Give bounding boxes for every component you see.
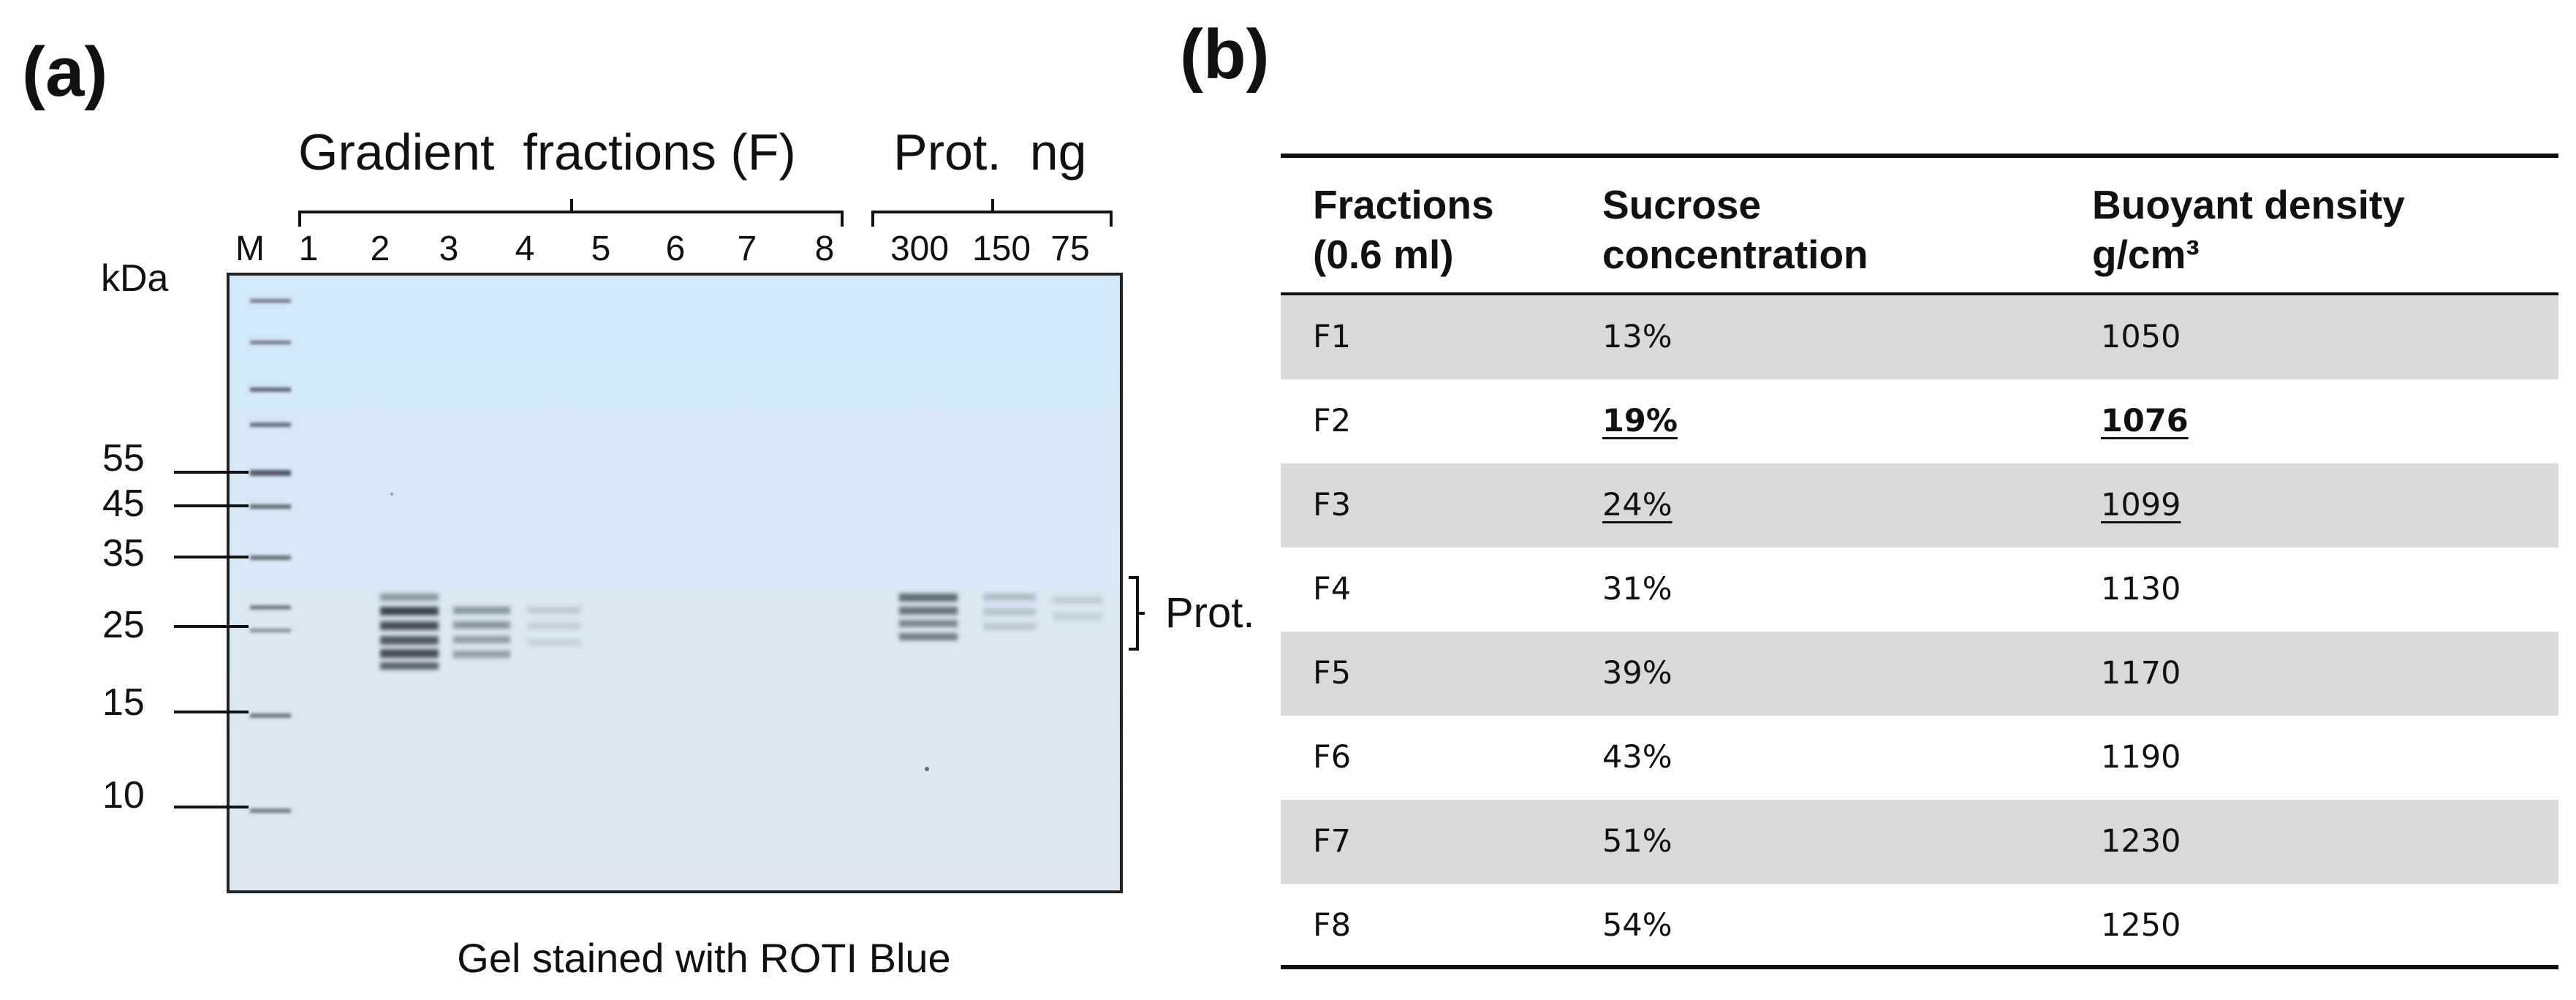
gel-image [227,273,1123,893]
table-bottom-rule [1281,965,2558,969]
sucrose-cell: 54% [1602,907,1672,944]
table-row: F7 51% 1230 [1281,800,2558,884]
sucrose-cell: 13% [1602,319,1672,355]
lane-label-3: 3 [439,230,459,268]
header-sucrose-line1: Sucrose [1602,182,1762,227]
marker-label-25: 25 [102,604,145,646]
header-fractions: Fractions (0.6 ml) [1313,180,1494,279]
fraction-cell: F6 [1313,739,1352,776]
header-buoyant-density: Buoyant density g/cm³ [2092,180,2405,279]
gradient-fractions-header: Gradient fractions (F) [298,124,796,181]
lane-label-4: 4 [515,230,535,268]
table-row: F2 19% 1076 [1281,379,2558,463]
density-cell: 1076 [2101,403,2189,439]
gel-caption: Gel stained with ROTI Blue [457,935,950,981]
lane-label-8: 8 [815,230,835,268]
lane-label-5: 5 [591,230,611,268]
fraction-cell: F7 [1313,823,1352,860]
sucrose-cell: 31% [1602,571,1672,607]
table-top-rule [1281,154,2558,158]
table-row: F6 43% 1190 [1281,716,2558,800]
gel-speck [925,767,929,771]
marker-label-10: 10 [102,774,145,817]
table-row: F8 54% 1250 [1281,884,2558,968]
gel-speck [390,493,393,496]
marker-leader-lines [174,471,249,808]
header-density-line1: Buoyant density [2092,182,2405,227]
table-header: Fractions (0.6 ml) Sucrose concentration… [1281,158,2558,292]
table-row: F5 39% 1170 [1281,632,2558,716]
marker-ladder [250,299,291,813]
density-cell: 1190 [2101,739,2181,776]
lane-2-bands [380,594,439,670]
lane-3-bands [453,607,510,658]
sucrose-cell: 19% [1602,403,1678,439]
header-sucrose-line2: concentration [1602,232,1868,277]
header-density-line2: g/cm³ [2092,232,2200,277]
lane-4-bands [528,607,580,645]
protein-ng-header: Prot. ng [893,124,1087,181]
lane-75ng-bands [1053,596,1102,620]
lane-label-300: 300 [890,230,949,268]
table-header-rule [1281,292,2558,295]
lane-label-7: 7 [738,230,757,268]
lane-label-150: 150 [972,230,1031,268]
lane-label-1: 1 [299,230,319,268]
table-row: F4 31% 1130 [1281,548,2558,632]
table-row: F1 13% 1050 [1281,295,2558,379]
prot-bracket [1129,576,1145,651]
lane-label-m: M [235,230,265,268]
density-cell: 1050 [2101,319,2181,355]
header-fractions-line2: (0.6 ml) [1313,232,1454,277]
table-row: F3 24% 1099 [1281,463,2558,548]
sucrose-cell: 39% [1602,655,1672,692]
gel-figure: Gradient fractions (F) Prot. ng M 1 2 3 … [101,124,1255,981]
density-cell: 1230 [2101,823,2181,860]
panel-a-label: (a) [22,33,108,111]
lane-label-75: 75 [1050,230,1089,268]
fraction-cell: F8 [1313,907,1352,944]
marker-label-15: 15 [102,681,145,724]
fraction-cell: F3 [1313,487,1352,523]
kda-label: kDa [101,257,169,300]
protein-ng-brace [871,199,1113,227]
fraction-cell: F2 [1313,403,1352,439]
header-fractions-line1: Fractions [1313,182,1494,227]
lane-label-6: 6 [666,230,686,268]
marker-label-55: 55 [102,437,145,480]
density-cell: 1099 [2101,487,2181,523]
sucrose-cell: 51% [1602,823,1672,860]
gradient-fractions-brace [298,199,844,227]
marker-label-35: 35 [102,532,145,575]
sucrose-cell: 24% [1602,487,1672,523]
density-cell: 1250 [2101,907,2181,944]
density-cell: 1170 [2101,655,2181,692]
fraction-cell: F5 [1313,655,1352,692]
prot-bracket-label: Prot. [1165,589,1255,637]
density-cell: 1130 [2101,571,2181,607]
fraction-cell: F4 [1313,571,1352,607]
lane-label-2: 2 [371,230,390,268]
panel-b-label: (b) [1180,15,1270,94]
header-sucrose: Sucrose concentration [1602,180,1868,279]
table-body: F1 13% 1050 F2 19% 1076 F3 24% 1099 F4 31% 1130 F5 39… [1281,295,2558,968]
lane-300ng-bands [899,594,958,640]
fraction-cell: F1 [1313,319,1352,355]
sucrose-cell: 43% [1602,739,1672,776]
lane-150ng-bands [983,594,1036,630]
marker-label-45: 45 [102,482,145,525]
